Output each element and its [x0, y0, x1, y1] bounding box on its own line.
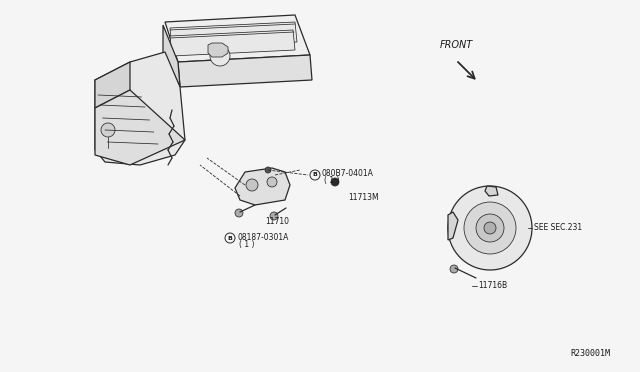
Text: FRONT: FRONT [440, 40, 473, 50]
Text: 11710: 11710 [265, 218, 289, 227]
Text: ( 1 ): ( 1 ) [324, 176, 339, 186]
Polygon shape [95, 52, 185, 165]
Text: SEE SEC.231: SEE SEC.231 [534, 224, 582, 232]
Circle shape [210, 46, 230, 66]
Circle shape [101, 123, 115, 137]
Circle shape [476, 214, 504, 242]
Text: ( 1 ): ( 1 ) [239, 240, 255, 248]
Polygon shape [485, 186, 498, 196]
Polygon shape [178, 55, 312, 87]
Text: B: B [312, 173, 317, 177]
Polygon shape [448, 212, 458, 240]
Polygon shape [170, 30, 295, 56]
Circle shape [484, 222, 496, 234]
Circle shape [448, 186, 532, 270]
Polygon shape [163, 25, 180, 87]
Circle shape [270, 212, 278, 220]
Polygon shape [95, 90, 185, 165]
Text: 11716B: 11716B [478, 282, 507, 291]
Circle shape [464, 202, 516, 254]
Text: 080B7-0401A: 080B7-0401A [322, 170, 374, 179]
Text: R230001M: R230001M [570, 349, 610, 358]
Circle shape [450, 265, 458, 273]
Circle shape [331, 178, 339, 186]
Text: 08187-0301A: 08187-0301A [237, 232, 289, 241]
Circle shape [246, 179, 258, 191]
Polygon shape [165, 15, 310, 62]
Circle shape [235, 209, 243, 217]
Text: 11713M: 11713M [348, 193, 379, 202]
Polygon shape [95, 62, 130, 108]
Text: B: B [228, 235, 232, 241]
Circle shape [265, 167, 271, 173]
Polygon shape [170, 22, 297, 48]
Circle shape [267, 177, 277, 187]
Polygon shape [208, 43, 228, 57]
Polygon shape [235, 168, 290, 205]
